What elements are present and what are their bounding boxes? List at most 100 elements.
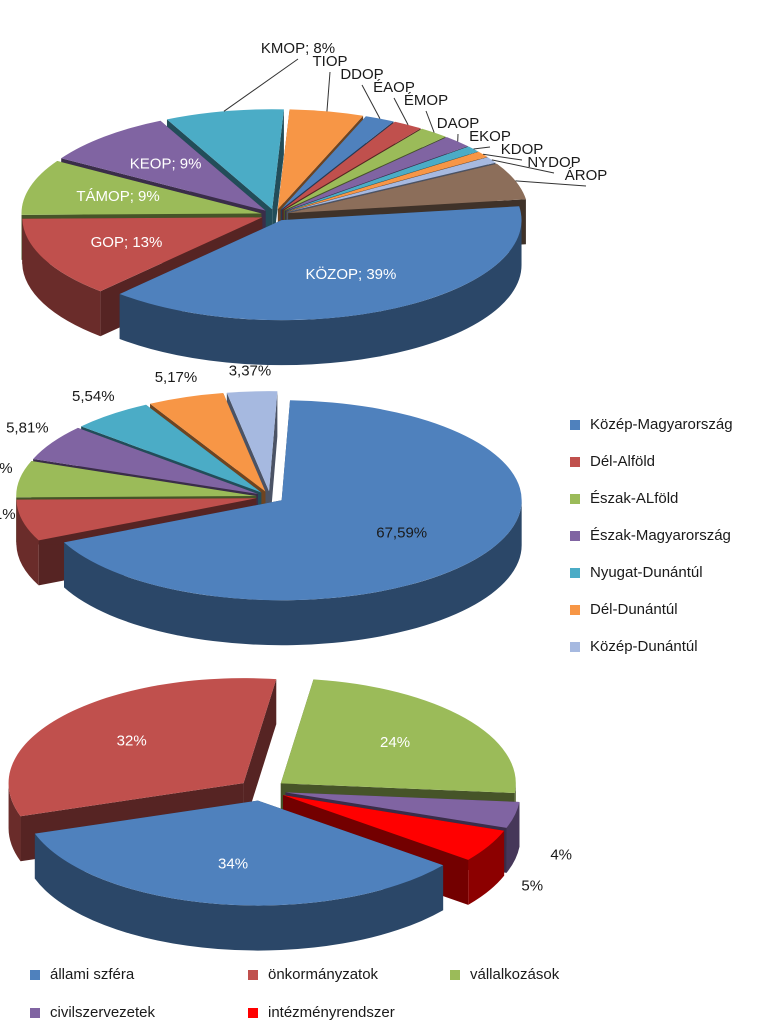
data-label: 67,59% [376, 524, 427, 541]
slice-cut-face [272, 109, 284, 255]
legend-swatch [30, 970, 40, 980]
legend-label: Közép-Magyarország [590, 416, 733, 433]
legend-label: állami szféra [50, 966, 135, 983]
slice [119, 206, 522, 321]
data-label: ÉMOP [404, 92, 448, 109]
leader-line [473, 146, 491, 150]
slice-side [22, 218, 101, 337]
legend-swatch [570, 642, 580, 652]
leader-line [482, 153, 523, 161]
data-label: TÁMOP; 9% [76, 188, 159, 205]
legend-label: Közép-Dunántúl [590, 638, 698, 655]
data-label: 5,81% [6, 419, 49, 436]
slice [280, 116, 394, 210]
legend-label: Dél-Alföld [590, 453, 655, 470]
legend-label: Észak-ALföld [590, 490, 678, 507]
legend-swatch [570, 494, 580, 504]
leader-line [223, 58, 299, 112]
data-label: 34% [218, 856, 248, 873]
slice-side [64, 500, 522, 646]
slice [61, 120, 266, 211]
leader-line [515, 180, 587, 187]
legend-label: Nyugat-Dunántúl [590, 564, 703, 581]
slice [16, 461, 257, 498]
data-label: KDOP [501, 141, 544, 158]
legend-swatch [570, 420, 580, 430]
pie [21, 109, 526, 366]
pie [8, 678, 520, 951]
data-label: KMOP; 8% [261, 40, 335, 57]
data-label: TIOP [312, 53, 347, 70]
pie [16, 391, 522, 646]
slice [34, 800, 444, 906]
legend-label: intézményrendszer [268, 1004, 395, 1021]
data-label: 5,54% [72, 388, 115, 405]
leader-line [491, 159, 555, 174]
data-label: 24% [380, 734, 410, 751]
slice [286, 157, 496, 212]
slice-side [8, 783, 21, 862]
data-label: KEOP; 9% [130, 156, 202, 173]
slice [16, 498, 257, 541]
slice-side [119, 220, 522, 366]
slice [8, 678, 277, 817]
data-label: 5,17% [155, 369, 198, 386]
slice [22, 217, 263, 292]
leader-line [393, 97, 409, 126]
data-label: KÖZOP; 39% [305, 265, 396, 283]
legend-swatch [570, 568, 580, 578]
legend-label: civilszervezetek [50, 1004, 156, 1021]
legend-label: önkormányzatok [268, 966, 379, 983]
data-label: GOP; 13% [91, 234, 163, 251]
legend-swatch [248, 970, 258, 980]
legend-swatch [248, 1008, 258, 1018]
leader-line [425, 110, 435, 133]
slice [33, 427, 258, 495]
slice-cut-face [269, 391, 278, 537]
data-label: 4% [550, 847, 572, 864]
legend-label: Észak-Magyarország [590, 527, 731, 544]
slice [150, 393, 266, 492]
slice-side [34, 833, 444, 951]
data-label: 32% [117, 732, 147, 749]
slice-side [468, 830, 505, 905]
data-label: ÉAOP [373, 79, 415, 96]
data-label: 3,37% [229, 362, 272, 379]
data-label: 5% [521, 877, 543, 894]
slice-side [16, 499, 39, 586]
legend-swatch [570, 531, 580, 541]
data-label: 6,71% [0, 506, 16, 523]
legend-swatch [570, 605, 580, 615]
legend-swatch [570, 457, 580, 467]
slice [283, 128, 446, 211]
data-label: EKOP [469, 128, 511, 145]
slice [64, 400, 522, 601]
slice [283, 795, 505, 860]
slice [282, 121, 421, 211]
leader-line [326, 71, 331, 112]
slice-side [506, 801, 520, 873]
slice [286, 151, 488, 212]
slice [288, 163, 526, 214]
slice [166, 109, 284, 210]
data-label: DAOP [437, 115, 480, 132]
slice [21, 161, 262, 215]
legend-label: Dél-Dunántúl [590, 601, 678, 618]
slice [285, 146, 479, 212]
legend-swatch [30, 1008, 40, 1018]
slice [226, 391, 278, 492]
legend-swatch [450, 970, 460, 980]
slice [81, 404, 262, 493]
slice [285, 792, 520, 828]
legend-label: vállalkozások [470, 966, 560, 983]
data-label: DDOP [340, 66, 383, 83]
leader-line [361, 84, 381, 119]
data-label: 5,91% [0, 460, 13, 477]
slice-cut-face [243, 679, 277, 829]
slice [285, 137, 468, 211]
slice [280, 679, 516, 793]
slice [277, 109, 364, 210]
data-label: NYDOP [527, 154, 580, 171]
